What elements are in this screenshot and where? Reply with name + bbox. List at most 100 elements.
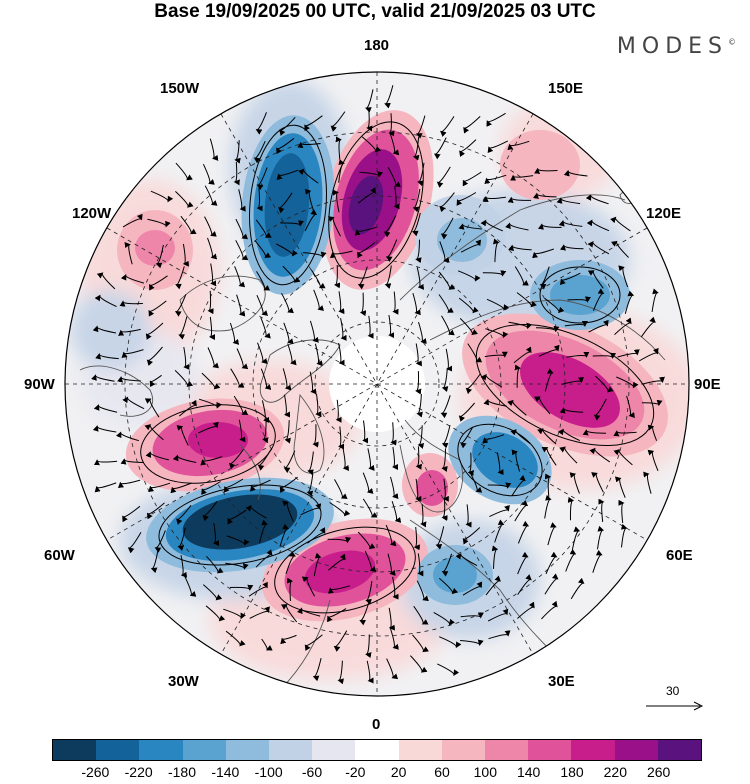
wind-vector: [226, 535, 250, 546]
wind-vector: [418, 321, 427, 345]
wind-vector: [508, 321, 533, 330]
wind-vector: [438, 271, 456, 290]
wind-vector: [259, 519, 268, 544]
wind-vector: [338, 342, 345, 366]
lon-label-60e: 60E: [666, 547, 693, 564]
wind-vector: [174, 294, 187, 317]
wind-vector: [533, 192, 557, 200]
wind-vector: [280, 634, 297, 645]
polar-map: [64, 71, 690, 697]
wind-vector: [296, 607, 321, 617]
wind-vector: [614, 476, 626, 498]
wind-vector: [124, 242, 133, 265]
wind-vector: [92, 325, 117, 334]
wind-vector: [225, 630, 246, 647]
wind-vector: [493, 238, 500, 263]
wind-vector: [556, 197, 581, 205]
wind-vector: [416, 580, 429, 602]
wind-vector: [310, 269, 326, 289]
wind-vector: [361, 136, 382, 153]
wind-vector: [417, 553, 424, 577]
wind-vector: [362, 472, 374, 494]
lon-label-90e: 90E: [694, 376, 721, 393]
wind-vector: [467, 452, 474, 476]
wind-vector: [146, 502, 165, 520]
wind-vector: [176, 425, 189, 446]
wind-vector: [257, 342, 268, 365]
colorbar-swatch: [485, 740, 529, 760]
wind-vector: [487, 482, 512, 489]
map-boundary: [64, 71, 690, 697]
wind-vector: [441, 497, 448, 521]
wind-vector: [544, 473, 552, 497]
wind-vector: [359, 171, 384, 178]
wind-vector: [357, 531, 376, 550]
wind-vector: [643, 471, 652, 494]
wind-vector: [276, 137, 295, 155]
wind-vector: [459, 426, 474, 449]
wind-vector: [256, 271, 271, 291]
wind-vector: [96, 272, 116, 290]
wind-vector: [93, 459, 118, 466]
wind-vector: [283, 322, 294, 345]
wind-vector: [440, 395, 451, 419]
reference-vector-label: 30: [666, 684, 680, 698]
brand-name: MODES: [616, 34, 728, 59]
wind-vector: [517, 520, 530, 544]
wind-vector: [557, 428, 581, 442]
wind-vector: [236, 348, 249, 370]
wind-vector: [641, 399, 663, 407]
wind-vector: [514, 500, 529, 522]
wind-vector: [626, 395, 635, 418]
wind-vector: [122, 505, 141, 523]
wind-vector: [465, 504, 472, 528]
wind-vector: [249, 606, 270, 619]
wind-vector: [260, 317, 271, 339]
colorbar-tick-label: -60: [301, 764, 323, 780]
wind-vector: [121, 349, 144, 359]
wind-vector: [415, 478, 422, 502]
wind-vector: [559, 407, 584, 414]
wind-vector: [384, 85, 394, 109]
wind-vector: [338, 426, 345, 450]
colorbar-swatch: [225, 740, 270, 760]
colorbar-tick-label: -180: [167, 764, 197, 780]
wind-vector: [563, 169, 588, 177]
wind-vector: [312, 424, 319, 448]
colorbar-swatch: [657, 740, 702, 760]
wind-vector: [202, 584, 223, 601]
wind-vector: [364, 550, 377, 572]
colorbar-tick-label: 60: [434, 764, 450, 780]
wind-vector: [227, 509, 247, 525]
wind-vector: [314, 343, 323, 367]
wind-vector: [256, 188, 263, 212]
wind-vector: [209, 316, 216, 341]
wind-vector: [613, 449, 633, 466]
colorbar-tick-label: 100: [473, 764, 498, 780]
wind-vector: [301, 576, 316, 597]
wind-vector: [415, 446, 422, 470]
wind-vector: [485, 328, 509, 339]
map-title: Base 19/09/2025 00 UTC, valid 21/09/2025…: [154, 1, 596, 22]
wind-vector: [440, 217, 454, 240]
contours: [140, 121, 655, 614]
wind-vector: [155, 244, 164, 269]
wind-vector: [315, 394, 322, 418]
wind-vector: [387, 553, 396, 576]
wind-vector: [201, 481, 221, 495]
wind-vector: [541, 600, 558, 620]
wind-vector: [640, 316, 656, 338]
wind-vector: [180, 555, 187, 578]
wind-vector: [202, 163, 215, 185]
wind-vector: [491, 545, 499, 569]
wind-vector: [304, 115, 323, 132]
wind-vectors: [91, 85, 665, 685]
wind-vector: [298, 168, 319, 184]
wind-vector: [334, 264, 341, 289]
wind-vector: [489, 504, 510, 518]
wind-vector: [333, 630, 348, 652]
wind-vector: [230, 368, 245, 388]
wind-vector: [465, 373, 481, 395]
wind-vector: [357, 187, 376, 204]
wind-vector: [496, 452, 504, 476]
